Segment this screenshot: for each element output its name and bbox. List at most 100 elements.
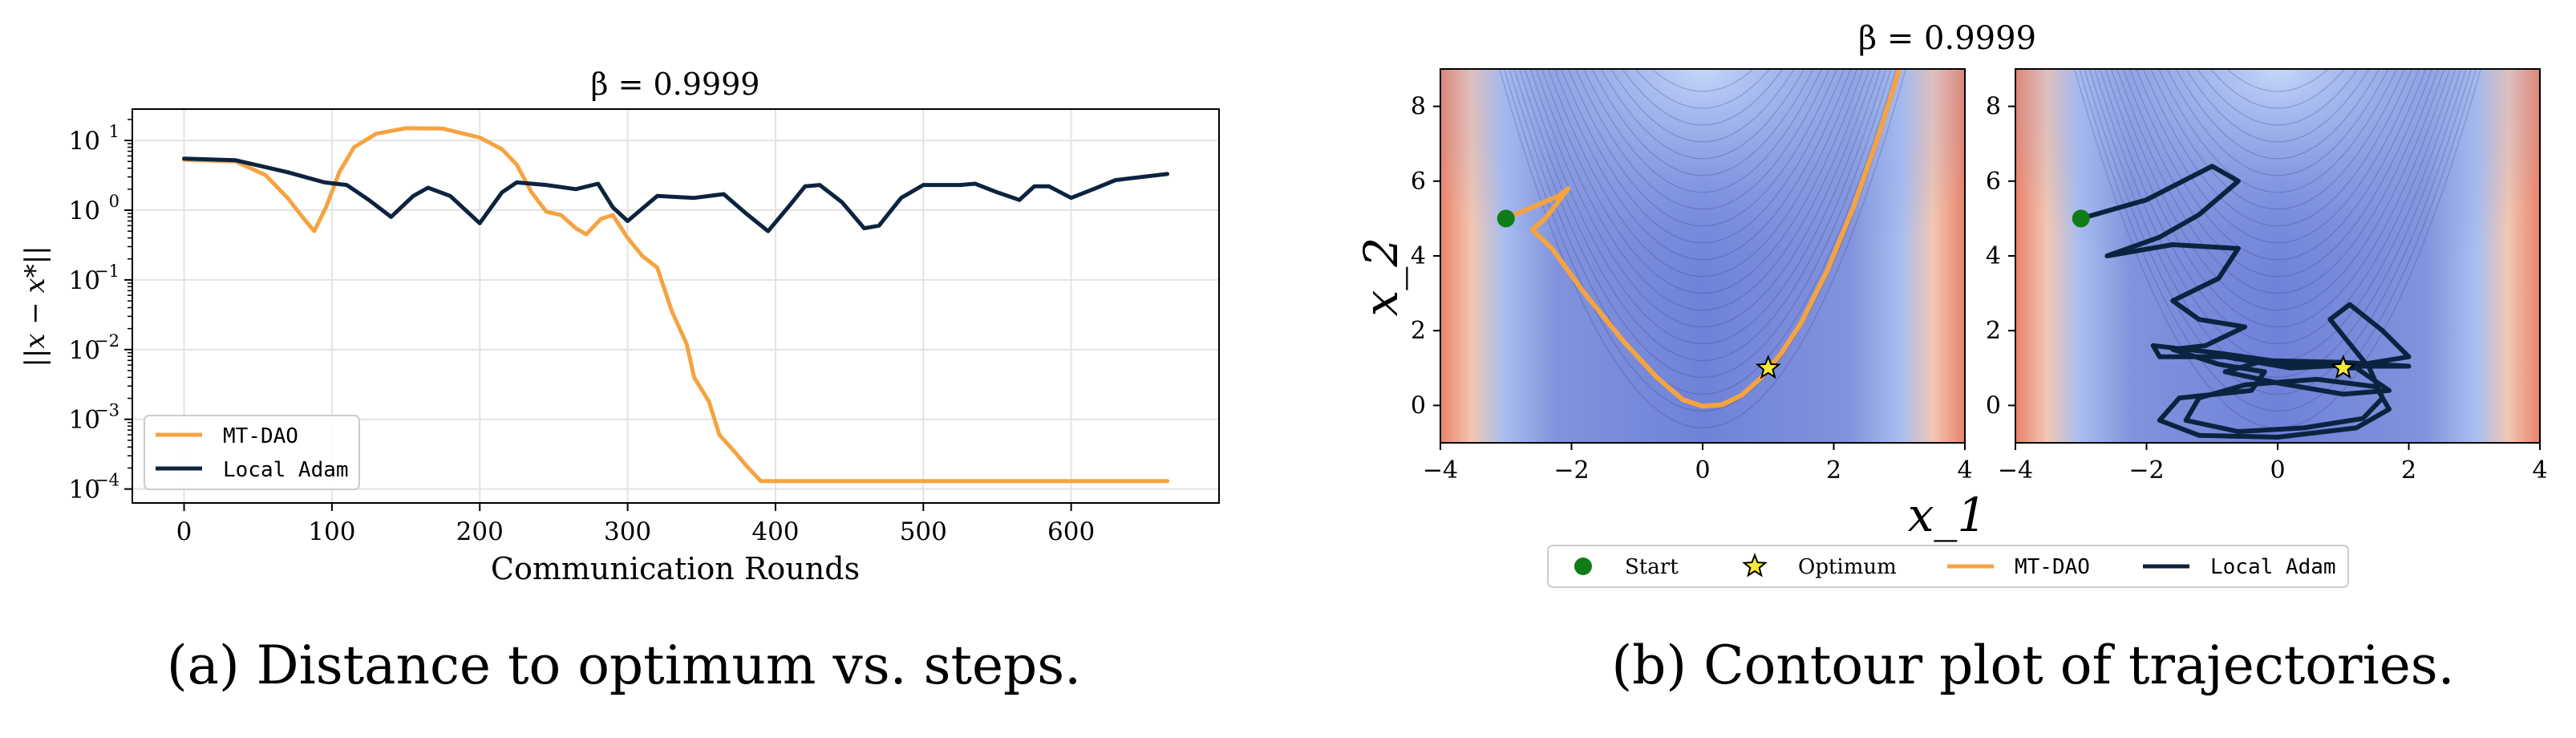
contour-line <box>2175 69 2380 160</box>
y-tick-exponent: −1 <box>95 262 119 281</box>
start-marker <box>1497 209 1515 228</box>
contour-line <box>1567 69 1838 227</box>
legend-label-mt-dao: MT-DAO <box>223 424 298 448</box>
x-tick-label: −4 <box>1423 456 1458 485</box>
x-tick-label: 0 <box>2270 456 2285 485</box>
x-tick-label: 200 <box>456 517 504 546</box>
y-tick-label: 0 <box>1986 391 2001 420</box>
contour-line <box>1535 69 1870 311</box>
contour-line <box>2166 69 2389 176</box>
y-tick-label: 0 <box>1411 391 1426 420</box>
y-tick-label: 4 <box>1411 242 1426 270</box>
contour-line <box>1582 69 1823 193</box>
x-tick-label: 600 <box>1047 517 1095 546</box>
legend-marker-start <box>1574 558 1592 575</box>
contour-line <box>2209 69 2346 109</box>
contour-line <box>1634 69 1771 109</box>
caption-a: (a) Distance to optimum vs. steps. <box>167 635 1081 696</box>
x-axis-ticks: 0 100 200 300 400 500 600 <box>176 503 1095 546</box>
x-tick-label: 4 <box>1957 456 1972 485</box>
trajectory-group <box>1497 69 1902 409</box>
series-line-mt-dao <box>182 126 1169 484</box>
y-tick-label: 8 <box>1411 93 1426 121</box>
y-axis-ticks: 0 2 4 6 8 <box>1986 93 2015 420</box>
contour-line <box>2079 69 2477 412</box>
y-tick-label: 8 <box>1986 93 2001 121</box>
x-axis-label: Communication Rounds <box>491 551 860 586</box>
contour-line <box>1519 69 1886 362</box>
contour-line <box>2116 69 2439 294</box>
x-tick-label: 2 <box>2401 456 2416 485</box>
optimum-marker <box>1755 355 1781 379</box>
contour-line <box>1610 69 1795 143</box>
contour-line <box>1524 69 1881 345</box>
distance-chart: 0 100 200 300 400 500 600 10−410−310−210−110 01… <box>19 67 1220 586</box>
contour-lines <box>1499 69 1906 429</box>
contour-panel-mt-dao: −4 −2 0 2 4 0 2 4 6 8 <box>1411 68 1973 485</box>
y-tick-exponent: 1 <box>109 122 119 141</box>
trajectory-group <box>2072 164 2412 440</box>
trajectory-mt-dao <box>1503 69 1902 409</box>
x-tick-label: −2 <box>1553 456 1589 485</box>
contour-line <box>2142 69 2413 227</box>
y-axis-label: x_2 <box>1354 237 1408 317</box>
legend-label-optimum: Optimum <box>1798 555 1897 579</box>
y-tick-label: 6 <box>1986 168 2001 196</box>
legend-label-local-adam: Local Adam <box>223 458 349 482</box>
caption-b: (b) Contour plot of trajectories. <box>1611 635 2454 696</box>
contour-line <box>1547 69 1858 278</box>
legend-label-mt-dao: MT-DAO <box>2015 555 2090 579</box>
x-tick-label: 500 <box>900 517 947 546</box>
y-tick-label: 10 <box>69 476 100 505</box>
y-axis-ticks: 0 2 4 6 8 <box>1411 93 1440 420</box>
chart-title: β = 0.9999 <box>591 67 760 102</box>
x-tick-label: 4 <box>2532 456 2547 485</box>
plot-frame <box>132 108 1220 504</box>
contour-chart: β = 0.9999 −4 −2 0 2 4 0 2 4 6 8 −4 −2 0 2 4 0 2 4 6 8 x… <box>1354 20 2548 588</box>
contour-line <box>2099 69 2457 345</box>
contour-line <box>1529 69 1876 328</box>
x-axis-ticks: −4 −2 0 2 4 <box>1423 443 1973 485</box>
chart-title: β = 0.9999 <box>1858 20 2036 57</box>
contour-line <box>1651 69 1755 92</box>
legend: Start Optimum MT-DAO Local Adam <box>1547 545 2349 588</box>
contour-line <box>2104 69 2451 328</box>
trajectory-local-adam <box>2078 164 2412 440</box>
x-tick-label: 100 <box>308 517 355 546</box>
x-tick-label: 0 <box>1695 456 1710 485</box>
contour-line <box>2088 69 2467 379</box>
legend-label-start: Start <box>1625 555 1679 579</box>
legend: MT-DAO Local Adam <box>144 415 360 490</box>
x-tick-label: 400 <box>751 517 799 546</box>
contour-line <box>2197 69 2359 126</box>
grid <box>132 109 1219 503</box>
contour-line <box>1553 69 1852 261</box>
optimum-marker <box>2330 355 2356 379</box>
contour-line <box>2084 69 2472 395</box>
contour-line <box>1541 69 1864 294</box>
contour-line <box>2150 69 2405 210</box>
contour-line <box>2226 69 2330 92</box>
y-tick-label: 6 <box>1411 168 1426 196</box>
legend-label-local-adam: Local Adam <box>2210 555 2336 579</box>
x-axis-ticks: −4 −2 0 2 4 <box>1998 443 2548 485</box>
contour-line <box>1622 69 1784 126</box>
y-tick-exponent: −2 <box>95 331 119 351</box>
x-tick-label: −2 <box>2128 456 2164 485</box>
legend-marker-optimum <box>1742 553 1768 578</box>
y-tick-label: 2 <box>1411 317 1426 345</box>
series-group <box>182 126 1169 484</box>
y-tick-label: 10 <box>69 127 100 156</box>
contour-panel-local-adam: −4 −2 0 2 4 0 2 4 6 8 <box>1986 68 2548 485</box>
contour-line <box>2128 69 2427 261</box>
contour-line <box>1513 69 1892 379</box>
contour-line <box>2110 69 2445 311</box>
contour-lines <box>2074 69 2481 429</box>
contour-line <box>2157 69 2398 193</box>
series-line-local-adam <box>182 156 1169 233</box>
x-tick-label: 0 <box>176 517 192 546</box>
y-tick-exponent: −4 <box>95 471 119 490</box>
contour-line <box>1600 69 1805 160</box>
